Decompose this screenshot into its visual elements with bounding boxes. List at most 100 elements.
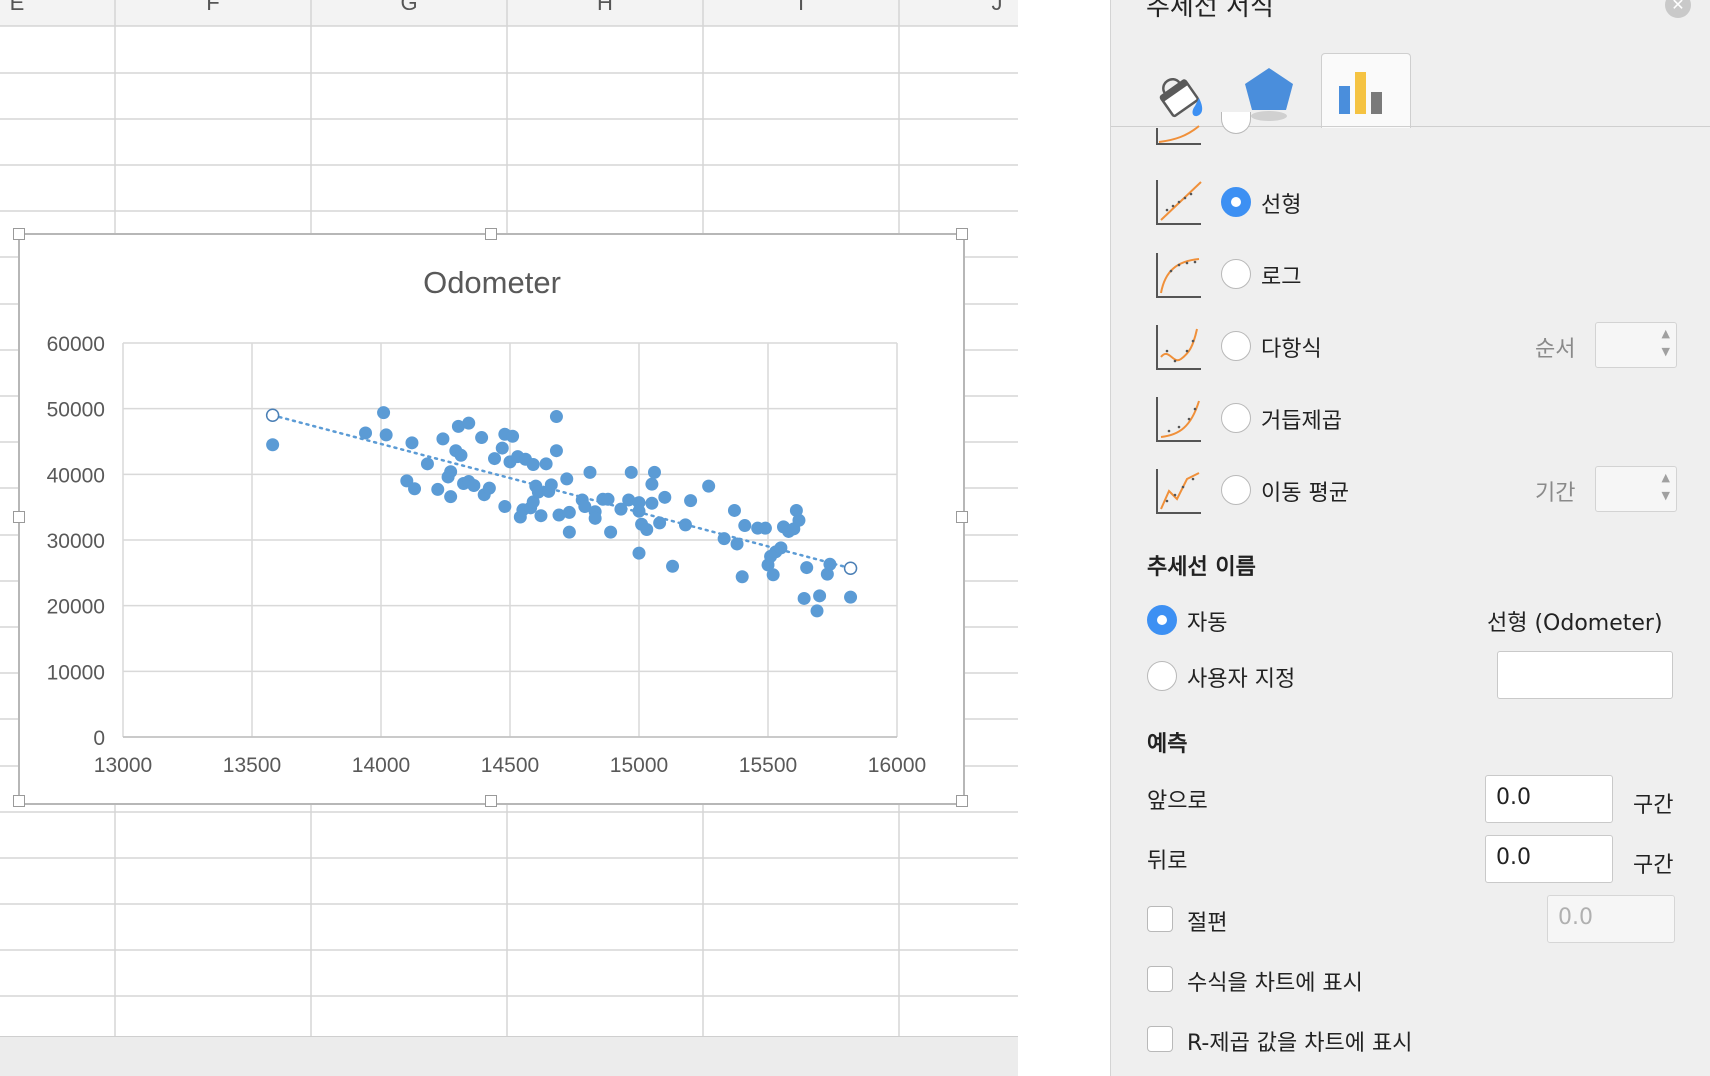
power-trend-icon bbox=[1156, 397, 1201, 442]
y-tick-label: 40000 bbox=[47, 464, 105, 487]
stepper-up-icon[interactable]: ▲ bbox=[1661, 327, 1670, 340]
data-point bbox=[359, 426, 373, 440]
column-header-f[interactable]: F bbox=[206, 0, 219, 15]
y-tick-label: 20000 bbox=[47, 596, 105, 619]
column-header-g[interactable]: G bbox=[400, 0, 417, 15]
data-point bbox=[444, 465, 458, 479]
column-header-j[interactable]: J bbox=[992, 0, 1003, 15]
close-icon[interactable]: ✕ bbox=[1665, 0, 1691, 18]
show-r-squared-checkbox[interactable] bbox=[1147, 1026, 1173, 1052]
name-auto-label[interactable]: 자동 bbox=[1187, 611, 1228, 636]
intercept-checkbox[interactable] bbox=[1147, 906, 1173, 932]
data-point bbox=[562, 505, 576, 519]
order-label: 순서 bbox=[1535, 337, 1576, 362]
radio-moving-average[interactable] bbox=[1221, 475, 1251, 505]
data-point bbox=[820, 567, 834, 581]
data-point bbox=[444, 490, 458, 504]
data-point bbox=[549, 444, 563, 458]
show-r-squared-label[interactable]: R-제곱 값을 차트에 표시 bbox=[1187, 1031, 1413, 1056]
scatter-chart: 13000 13500 14000 14500 15000 15500 16000 0 1000… bbox=[47, 265, 927, 777]
show-equation-label[interactable]: 수식을 차트에 표시 bbox=[1187, 971, 1363, 996]
forecast-section: 예측 bbox=[1147, 732, 1188, 757]
radio-name-custom[interactable] bbox=[1147, 661, 1177, 691]
data-point bbox=[266, 438, 280, 452]
data-point bbox=[467, 478, 481, 492]
column-header-e[interactable]: E bbox=[10, 0, 25, 15]
radio-logarithmic[interactable] bbox=[1221, 259, 1251, 289]
data-point bbox=[766, 568, 780, 582]
data-point bbox=[632, 504, 646, 518]
data-point bbox=[506, 429, 520, 443]
name-custom-label[interactable]: 사용자 지정 bbox=[1187, 667, 1296, 692]
intercept-input[interactable]: 0.0 bbox=[1547, 895, 1675, 943]
resize-handle-bottom[interactable] bbox=[485, 795, 497, 807]
data-point bbox=[526, 495, 540, 509]
trendline-handle-end[interactable] bbox=[843, 561, 858, 575]
data-point bbox=[632, 546, 646, 560]
x-tick-label: 16000 bbox=[868, 754, 926, 777]
resize-handle-top-left[interactable] bbox=[13, 228, 25, 240]
data-point bbox=[774, 541, 788, 555]
data-point bbox=[658, 490, 672, 504]
backward-input[interactable]: 0.0 bbox=[1485, 835, 1613, 883]
fill-line-icon[interactable] bbox=[1151, 62, 1211, 122]
data-point bbox=[738, 519, 752, 533]
chart-object[interactable]: 13000 13500 14000 14500 15000 15500 16000 0 1000… bbox=[18, 233, 965, 805]
column-header-i[interactable]: I bbox=[798, 0, 804, 15]
stepper-down-icon[interactable]: ▼ bbox=[1661, 489, 1670, 502]
chart-axis-labels: 13000 13500 14000 14500 15000 15500 16000 0 1000… bbox=[47, 333, 927, 777]
option-linear-label[interactable]: 선형 bbox=[1261, 193, 1302, 218]
radio-polynomial[interactable] bbox=[1221, 331, 1251, 361]
resize-handle-left[interactable] bbox=[13, 511, 25, 523]
period-stepper[interactable]: ▲ ▼ bbox=[1595, 466, 1677, 512]
data-point bbox=[462, 416, 476, 430]
chart-gridlines bbox=[122, 342, 898, 738]
data-point bbox=[666, 559, 680, 573]
custom-name-input[interactable] bbox=[1497, 651, 1673, 699]
data-point bbox=[588, 511, 602, 525]
resize-handle-top[interactable] bbox=[485, 228, 497, 240]
tab-divider bbox=[1111, 126, 1710, 127]
data-point bbox=[498, 500, 512, 514]
x-tick-label: 13500 bbox=[223, 754, 281, 777]
data-point bbox=[534, 509, 548, 523]
data-point bbox=[454, 448, 468, 462]
trendline-options-icon[interactable] bbox=[1335, 66, 1395, 118]
option-logarithmic-label[interactable]: 로그 bbox=[1261, 265, 1302, 290]
x-tick-label: 13000 bbox=[94, 754, 152, 777]
resize-handle-right[interactable] bbox=[956, 511, 968, 523]
data-point bbox=[408, 482, 422, 496]
resize-handle-bottom-right[interactable] bbox=[956, 795, 968, 807]
radio-exponential[interactable] bbox=[1221, 112, 1251, 134]
show-equation-checkbox[interactable] bbox=[1147, 966, 1173, 992]
data-point bbox=[544, 478, 558, 492]
data-point bbox=[431, 482, 445, 496]
radio-linear[interactable] bbox=[1221, 187, 1251, 217]
radio-power[interactable] bbox=[1221, 403, 1251, 433]
intercept-label[interactable]: 절편 bbox=[1187, 911, 1228, 936]
stepper-up-icon[interactable]: ▲ bbox=[1661, 471, 1670, 484]
option-power-label[interactable]: 거듭제곱 bbox=[1261, 409, 1342, 434]
trendline-path[interactable] bbox=[271, 413, 852, 570]
data-point bbox=[678, 518, 692, 532]
data-point bbox=[420, 457, 434, 471]
stepper-down-icon[interactable]: ▼ bbox=[1661, 345, 1670, 358]
data-point bbox=[377, 406, 391, 420]
column-header-h[interactable]: H bbox=[597, 0, 613, 15]
forward-input[interactable]: 0.0 bbox=[1485, 775, 1613, 823]
x-tick-label: 15000 bbox=[610, 754, 668, 777]
trendline-handle-start[interactable] bbox=[265, 408, 280, 422]
data-point bbox=[436, 432, 450, 446]
radio-name-auto[interactable] bbox=[1147, 605, 1177, 635]
y-tick-label: 0 bbox=[93, 727, 105, 750]
chart-title[interactable]: Odometer bbox=[423, 265, 561, 300]
spreadsheet-area[interactable]: E F G H I J 13000 13500 14000 14500 15000 155… bbox=[0, 0, 1018, 1076]
resize-handle-top-right[interactable] bbox=[956, 228, 968, 240]
trendline-name-section: 추세선 이름 bbox=[1147, 555, 1256, 580]
option-polynomial-label[interactable]: 다항식 bbox=[1261, 337, 1322, 362]
effects-icon[interactable] bbox=[1239, 64, 1299, 124]
option-moving-average-label[interactable]: 이동 평균 bbox=[1261, 481, 1349, 506]
order-stepper[interactable]: ▲ ▼ bbox=[1595, 322, 1677, 368]
data-point bbox=[451, 419, 465, 433]
resize-handle-bottom-left[interactable] bbox=[13, 795, 25, 807]
